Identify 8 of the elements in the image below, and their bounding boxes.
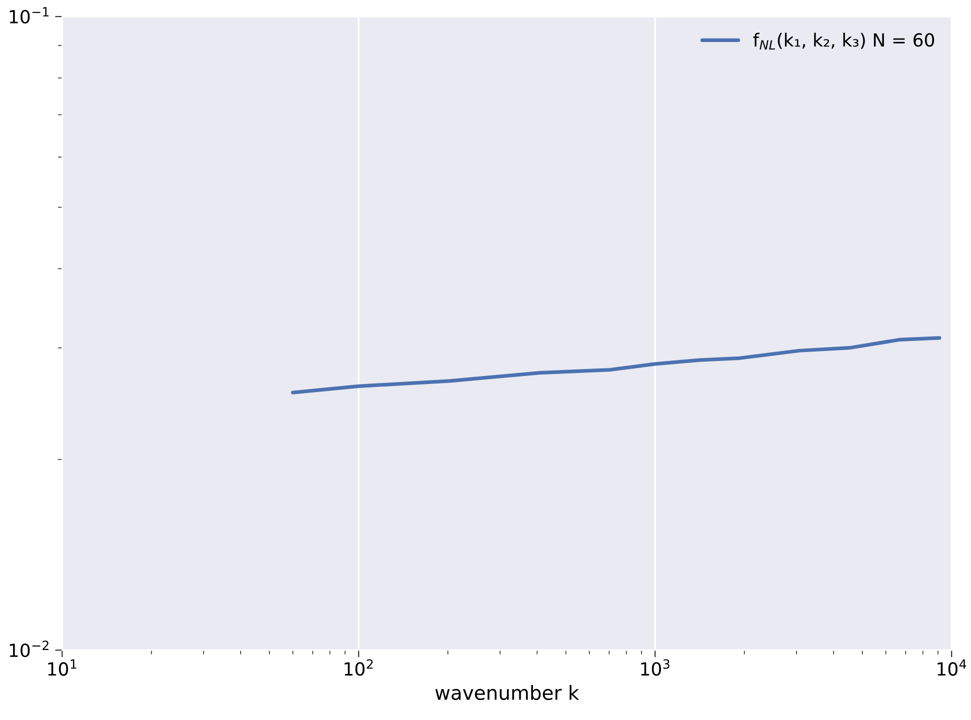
x-tick-label: 10$^{3}$	[641, 659, 670, 676]
legend-label: f$_{NL}$(k₁, k₂, k₃) N = 60	[753, 32, 934, 50]
y-tick-label: 10$^{−1}$	[10, 7, 49, 24]
x-tick-label: 10$^{4}$	[938, 659, 966, 676]
x-tick-label: 10$^{2}$	[344, 659, 373, 676]
y-tick-label: 10$^{−2}$	[10, 640, 48, 658]
x-tick-label: 10$^{1}$	[48, 659, 76, 676]
x-axis-title: wavenumber k	[435, 684, 580, 700]
